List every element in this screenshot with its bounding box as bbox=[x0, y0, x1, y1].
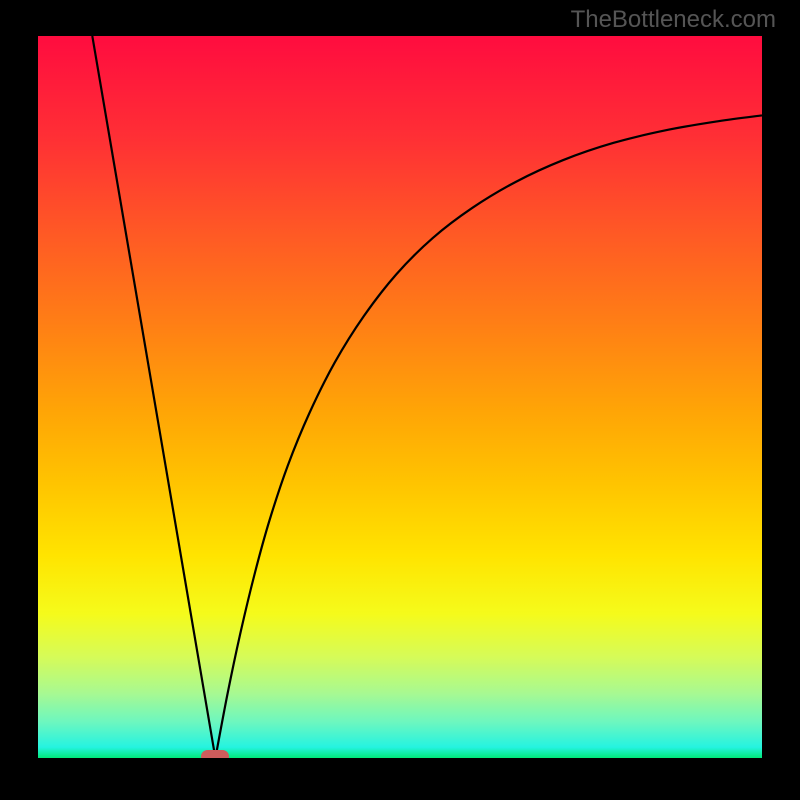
curve-left-branch bbox=[92, 36, 215, 758]
curve-right-branch bbox=[215, 115, 762, 758]
chart-stage: TheBottleneck.com bbox=[0, 0, 800, 800]
curve-layer bbox=[38, 36, 762, 758]
plot-area bbox=[38, 36, 762, 758]
watermark-text: TheBottleneck.com bbox=[571, 6, 776, 34]
nadir-marker bbox=[201, 750, 229, 759]
